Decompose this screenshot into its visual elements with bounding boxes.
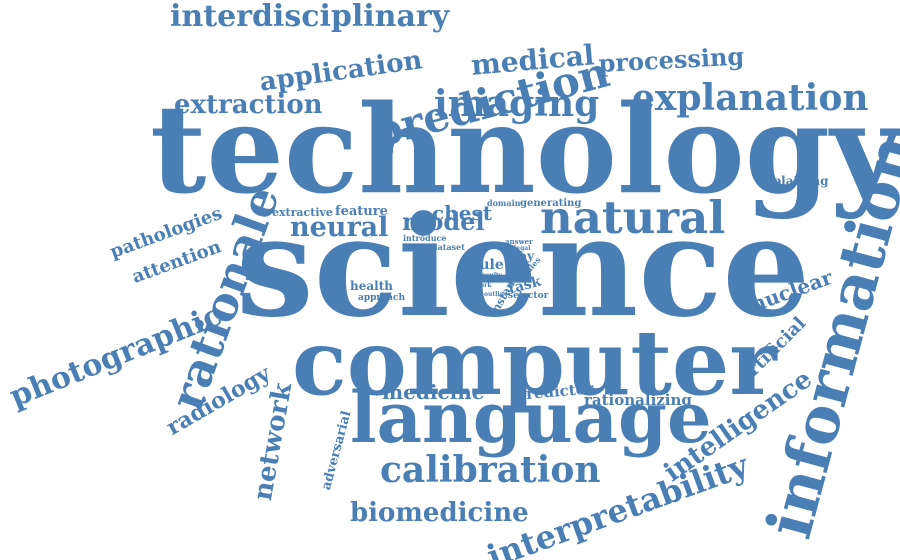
word-results: results bbox=[479, 272, 503, 279]
word-medicine: medicine bbox=[382, 380, 485, 404]
word-chest: chest bbox=[432, 201, 492, 225]
word-explanation: explanation bbox=[632, 77, 869, 119]
word-answer: answer bbox=[505, 237, 533, 246]
word-computer: computer bbox=[292, 310, 777, 416]
word-neural: neural bbox=[290, 212, 389, 243]
word-natural: natural bbox=[540, 191, 726, 244]
word-biomedicine: biomedicine bbox=[350, 498, 529, 528]
word-interdisciplinary: interdisciplinary bbox=[170, 0, 450, 34]
word-rationalizing: rationalizing bbox=[584, 391, 692, 409]
word-extractive: extractive bbox=[272, 206, 333, 219]
word-work: work bbox=[475, 282, 492, 289]
word-feature: feature bbox=[335, 204, 388, 219]
word-science: science bbox=[236, 185, 811, 348]
word-processing: processing bbox=[597, 41, 745, 78]
word-domain: domain bbox=[487, 198, 521, 208]
word-generating: generating bbox=[520, 198, 582, 209]
word-introduce: introduce bbox=[403, 233, 447, 243]
word-outline: outline bbox=[484, 291, 508, 298]
word-life: life bbox=[513, 261, 530, 271]
word-model: model bbox=[402, 207, 485, 236]
word-ray: ray bbox=[513, 249, 535, 263]
word-selector: selector bbox=[508, 291, 549, 301]
word-network: network bbox=[248, 380, 299, 503]
word-health: health bbox=[350, 279, 393, 293]
word-rule: rule bbox=[472, 257, 504, 273]
word-extraction: extraction bbox=[174, 90, 323, 120]
word-approach: approach bbox=[358, 293, 406, 303]
word-calibration: calibration bbox=[380, 449, 601, 491]
word-technology: technology bbox=[150, 77, 900, 221]
word-imaging: imaging bbox=[434, 83, 600, 125]
word-dataset: dataset bbox=[432, 242, 465, 252]
word-legal: legal bbox=[514, 245, 531, 252]
word-language: language bbox=[350, 376, 712, 459]
word-explaining: explaining bbox=[758, 174, 829, 188]
word-adversarial: adversarial bbox=[319, 409, 355, 492]
